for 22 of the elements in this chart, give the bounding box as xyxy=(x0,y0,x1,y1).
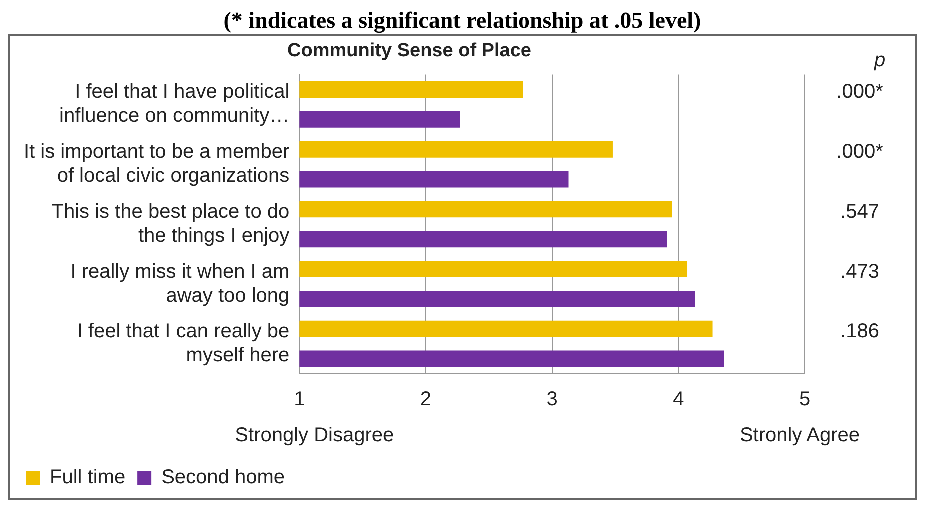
x-tick-label: 1 xyxy=(294,388,306,411)
text: .186 xyxy=(840,320,880,343)
text: .000* xyxy=(836,141,884,164)
y-tick-label: I feel that I can really be myself here xyxy=(77,320,290,367)
y-tick-label: I feel that I have political influence on community… xyxy=(60,81,290,128)
text: .547 xyxy=(840,200,880,223)
x-tick-label: 3 xyxy=(546,388,558,411)
legend-label: Second home xyxy=(162,466,285,489)
text: .000* xyxy=(836,81,884,104)
x-tick-label: 4 xyxy=(673,388,684,411)
y-tick-label: This is the best place to do the things I enjoy xyxy=(52,200,290,247)
y-tick-label: It is important to be a member of local civic organizations xyxy=(24,141,290,188)
x-tick-label: 5 xyxy=(799,388,811,411)
y-tick-label: I really miss it when I am away too long xyxy=(70,260,290,307)
text: Stronly Agree xyxy=(740,424,860,447)
x-tick-label: 2 xyxy=(420,388,432,411)
text: Strongly Disagree xyxy=(235,424,394,447)
legend-label: Full time xyxy=(50,466,126,489)
text: .473 xyxy=(840,260,880,283)
chart-title: Community Sense of Place xyxy=(288,40,532,62)
text: p xyxy=(873,49,886,72)
chart-subtitle: (* indicates a significant relationship at .05 level) xyxy=(222,8,702,34)
